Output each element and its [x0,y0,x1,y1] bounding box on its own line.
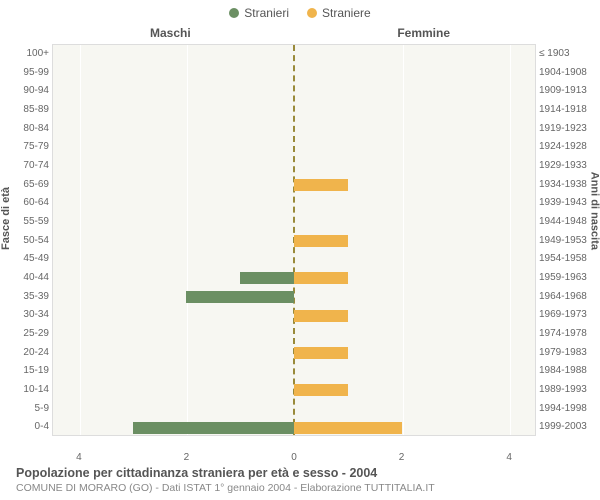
bar-female [294,384,348,396]
bar-female [294,235,348,247]
age-label: 0-4 [9,418,49,437]
age-label: 45-49 [9,250,49,269]
legend-item-female: Straniere [307,6,371,20]
age-row: 5-91994-1998 [53,400,535,419]
birth-year-label: 1974-1978 [539,325,593,344]
x-tick: 0 [291,452,297,463]
header-male: Maschi [150,26,191,40]
birth-year-label: 1984-1988 [539,362,593,381]
legend-label-female: Straniere [322,6,371,20]
x-tick: 4 [76,452,82,463]
age-label: 20-24 [9,344,49,363]
legend: Stranieri Straniere [0,0,600,22]
age-label: 95-99 [9,64,49,83]
x-tick: 4 [506,452,512,463]
age-row: 30-341969-1973 [53,306,535,325]
legend-dot-male [229,8,239,18]
age-row: 20-241979-1983 [53,344,535,363]
age-row: 35-391964-1968 [53,288,535,307]
caption-title: Popolazione per cittadinanza straniera p… [16,466,590,480]
age-row: 100+≤ 1903 [53,45,535,64]
legend-dot-female [307,8,317,18]
bar-female [294,310,348,322]
age-row: 15-191984-1988 [53,362,535,381]
age-row: 10-141989-1993 [53,381,535,400]
birth-year-label: 1994-1998 [539,400,593,419]
birth-year-label: 1904-1908 [539,64,593,83]
birth-year-label: 1914-1918 [539,101,593,120]
caption-subtitle: COMUNE DI MORARO (GO) - Dati ISTAT 1° ge… [16,482,590,494]
age-row: 55-591944-1948 [53,213,535,232]
age-label: 10-14 [9,381,49,400]
birth-year-label: 1924-1928 [539,138,593,157]
birth-year-label: 1999-2003 [539,418,593,437]
birth-year-label: 1979-1983 [539,344,593,363]
header-female: Femmine [397,26,450,40]
age-row: 60-641939-1943 [53,194,535,213]
bar-female [294,347,348,359]
birth-year-label: 1949-1953 [539,232,593,251]
age-row: 90-941909-1913 [53,82,535,101]
age-label: 60-64 [9,194,49,213]
bar-male [133,422,294,434]
age-label: 70-74 [9,157,49,176]
birth-year-label: 1939-1943 [539,194,593,213]
age-row: 45-491954-1958 [53,250,535,269]
age-label: 25-29 [9,325,49,344]
caption: Popolazione per cittadinanza straniera p… [16,466,590,494]
bar-female [294,272,348,284]
birth-year-label: 1969-1973 [539,306,593,325]
birth-year-label: 1944-1948 [539,213,593,232]
age-row: 80-841919-1923 [53,120,535,139]
age-label: 50-54 [9,232,49,251]
x-tick: 2 [399,452,405,463]
age-label: 15-19 [9,362,49,381]
age-label: 75-79 [9,138,49,157]
age-label: 40-44 [9,269,49,288]
age-row: 75-791924-1928 [53,138,535,157]
age-row: 50-541949-1953 [53,232,535,251]
bar-female [294,422,402,434]
age-row: 95-991904-1908 [53,64,535,83]
x-tick: 2 [184,452,190,463]
age-label: 85-89 [9,101,49,120]
legend-label-male: Stranieri [244,6,289,20]
bar-male [186,291,294,303]
age-row: 25-291974-1978 [53,325,535,344]
age-row: 70-741929-1933 [53,157,535,176]
bar-male [240,272,294,284]
birth-year-label: 1989-1993 [539,381,593,400]
age-row: 40-441959-1963 [53,269,535,288]
birth-year-label: ≤ 1903 [539,45,593,64]
birth-year-label: 1954-1958 [539,250,593,269]
birth-year-label: 1929-1933 [539,157,593,176]
age-label: 55-59 [9,213,49,232]
age-label: 35-39 [9,288,49,307]
age-label: 80-84 [9,120,49,139]
birth-year-label: 1934-1938 [539,176,593,195]
age-label: 5-9 [9,400,49,419]
birth-year-label: 1919-1923 [539,120,593,139]
birth-year-label: 1964-1968 [539,288,593,307]
legend-item-male: Stranieri [229,6,289,20]
age-label: 65-69 [9,176,49,195]
age-row: 65-691934-1938 [53,176,535,195]
birth-year-label: 1959-1963 [539,269,593,288]
age-label: 100+ [9,45,49,64]
bar-female [294,179,348,191]
age-label: 30-34 [9,306,49,325]
birth-year-label: 1909-1913 [539,82,593,101]
age-label: 90-94 [9,82,49,101]
age-row: 85-891914-1918 [53,101,535,120]
age-row: 0-41999-2003 [53,418,535,437]
chart-area: 100+≤ 190395-991904-190890-941909-191385… [52,44,536,436]
